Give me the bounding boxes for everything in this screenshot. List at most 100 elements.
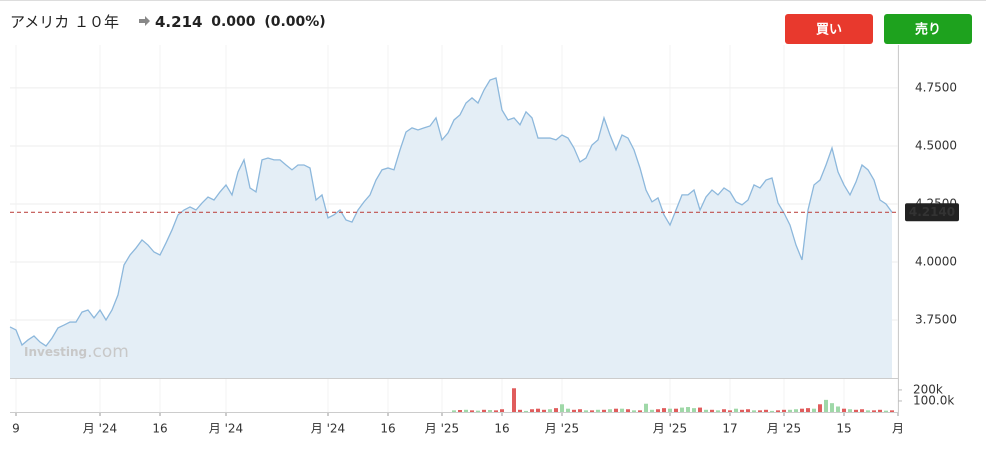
x-tick-label: 月 <box>892 422 904 436</box>
x-tick-label: 月 '24 <box>209 422 243 436</box>
sell-button[interactable] <box>884 14 972 44</box>
volume-bar <box>512 388 516 412</box>
volume-bar <box>692 408 696 412</box>
change-pct: (0.00%) <box>264 14 325 30</box>
volume-bar <box>854 409 858 412</box>
volume-bar <box>584 410 588 412</box>
volume-tick-label: 200k <box>913 382 943 396</box>
x-tick-label: 月 '25 <box>767 422 801 436</box>
watermark-suffix: .com <box>87 342 129 362</box>
x-tick-label: 16 <box>152 422 167 436</box>
volume-bar <box>758 410 762 412</box>
area-fill <box>10 77 892 379</box>
watermark-brand: Investing <box>24 345 87 359</box>
volume-bar <box>662 408 666 412</box>
volume-bar <box>830 403 834 412</box>
volume-bar <box>890 410 894 412</box>
volume-bar <box>788 409 792 412</box>
x-tick-label: 月 '25 <box>425 422 459 436</box>
volume-bar <box>770 410 774 412</box>
volume-bar <box>452 410 456 412</box>
volume-bar <box>872 410 876 412</box>
volume-bar <box>680 407 684 412</box>
volume-bar <box>848 409 852 412</box>
y-tick-label: 4.7500 <box>915 80 957 94</box>
volume-bar <box>614 408 618 412</box>
volume-bar <box>806 408 810 412</box>
volume-bar <box>656 409 660 412</box>
x-tick-label: 9 <box>12 422 20 436</box>
volume-bar <box>698 407 702 412</box>
change: 0.000 <box>211 14 256 30</box>
volume-bar <box>458 410 462 412</box>
volume-bar <box>812 408 816 412</box>
instrument-name: アメリカ １０年 <box>10 13 119 31</box>
volume-bar <box>842 408 846 412</box>
volume-bar <box>764 409 768 412</box>
volume-bar <box>794 409 798 412</box>
x-tick-label: 月 '25 <box>653 422 687 436</box>
volume-bar <box>722 409 726 412</box>
volume-bar <box>470 410 474 412</box>
volume-tick-label: 100.0k <box>913 393 954 407</box>
volume-bar <box>746 409 750 412</box>
x-tick-label: 16 <box>494 422 509 436</box>
volume-bar <box>686 407 690 412</box>
volume-bar <box>650 409 654 412</box>
volume-bar <box>782 409 786 412</box>
volume-bar <box>626 409 630 412</box>
volume-bar <box>740 409 744 412</box>
volume-bar <box>608 409 612 412</box>
volume-bar <box>824 399 828 412</box>
x-tick-label: 月 '24 <box>83 422 117 436</box>
volume-bar <box>530 409 534 412</box>
volume-bar <box>464 409 468 412</box>
volume-bar <box>620 408 624 412</box>
volume-bar <box>638 410 642 412</box>
volume-bar <box>572 409 576 412</box>
volume-bar <box>476 410 480 412</box>
quote: 4.214 0.000 (0.00%) <box>155 13 326 31</box>
volume-bar <box>800 408 804 412</box>
y-tick-label: 4.5000 <box>915 138 957 152</box>
x-tick-label: 月 '25 <box>545 422 579 436</box>
volume-bar <box>836 406 840 412</box>
header: アメリカ １０年 <box>10 13 119 31</box>
volume-bar <box>524 410 528 412</box>
volume-bar <box>596 409 600 412</box>
volume-bar <box>734 408 738 412</box>
watermark: Investing.com <box>24 342 129 362</box>
arrow-icon <box>139 16 150 26</box>
sell-label[interactable]: 売り <box>915 22 941 38</box>
volume-bar <box>884 410 888 412</box>
buy-button[interactable] <box>785 14 873 44</box>
x-tick-label: 月 '24 <box>311 422 345 436</box>
volume-bar <box>590 410 594 412</box>
buy-label[interactable]: 買い <box>816 23 842 38</box>
price: 4.214 <box>155 13 202 31</box>
volume-bar <box>752 410 756 412</box>
volume-bar <box>518 409 522 412</box>
x-tick-label: 16 <box>380 422 395 436</box>
y-tick-label: 3.7500 <box>915 312 957 326</box>
volume-bar <box>560 404 564 412</box>
volume-bar <box>728 410 732 412</box>
volume-bar <box>866 410 870 412</box>
volume-bar <box>632 410 636 412</box>
volume-bar <box>548 409 552 412</box>
price-line <box>9 77 893 347</box>
volume-bar <box>602 409 606 412</box>
plot: 9 月 '24 16 月 '24 月 '24 16 月 '25 16 月 '25 月 '25 17 月… <box>9 45 959 436</box>
volume-bar <box>488 410 492 412</box>
last-price-label: 4.2140 <box>909 205 955 219</box>
volume-bar <box>878 409 882 412</box>
volume-bar <box>566 408 570 412</box>
volume-bar <box>860 409 864 412</box>
volume-bar <box>542 409 546 412</box>
y-tick-label: 4.0000 <box>915 254 957 268</box>
volume-bar <box>536 408 540 412</box>
x-tick-label: 15 <box>836 422 851 436</box>
volume-bar <box>500 409 504 412</box>
volume-bar <box>818 404 822 412</box>
